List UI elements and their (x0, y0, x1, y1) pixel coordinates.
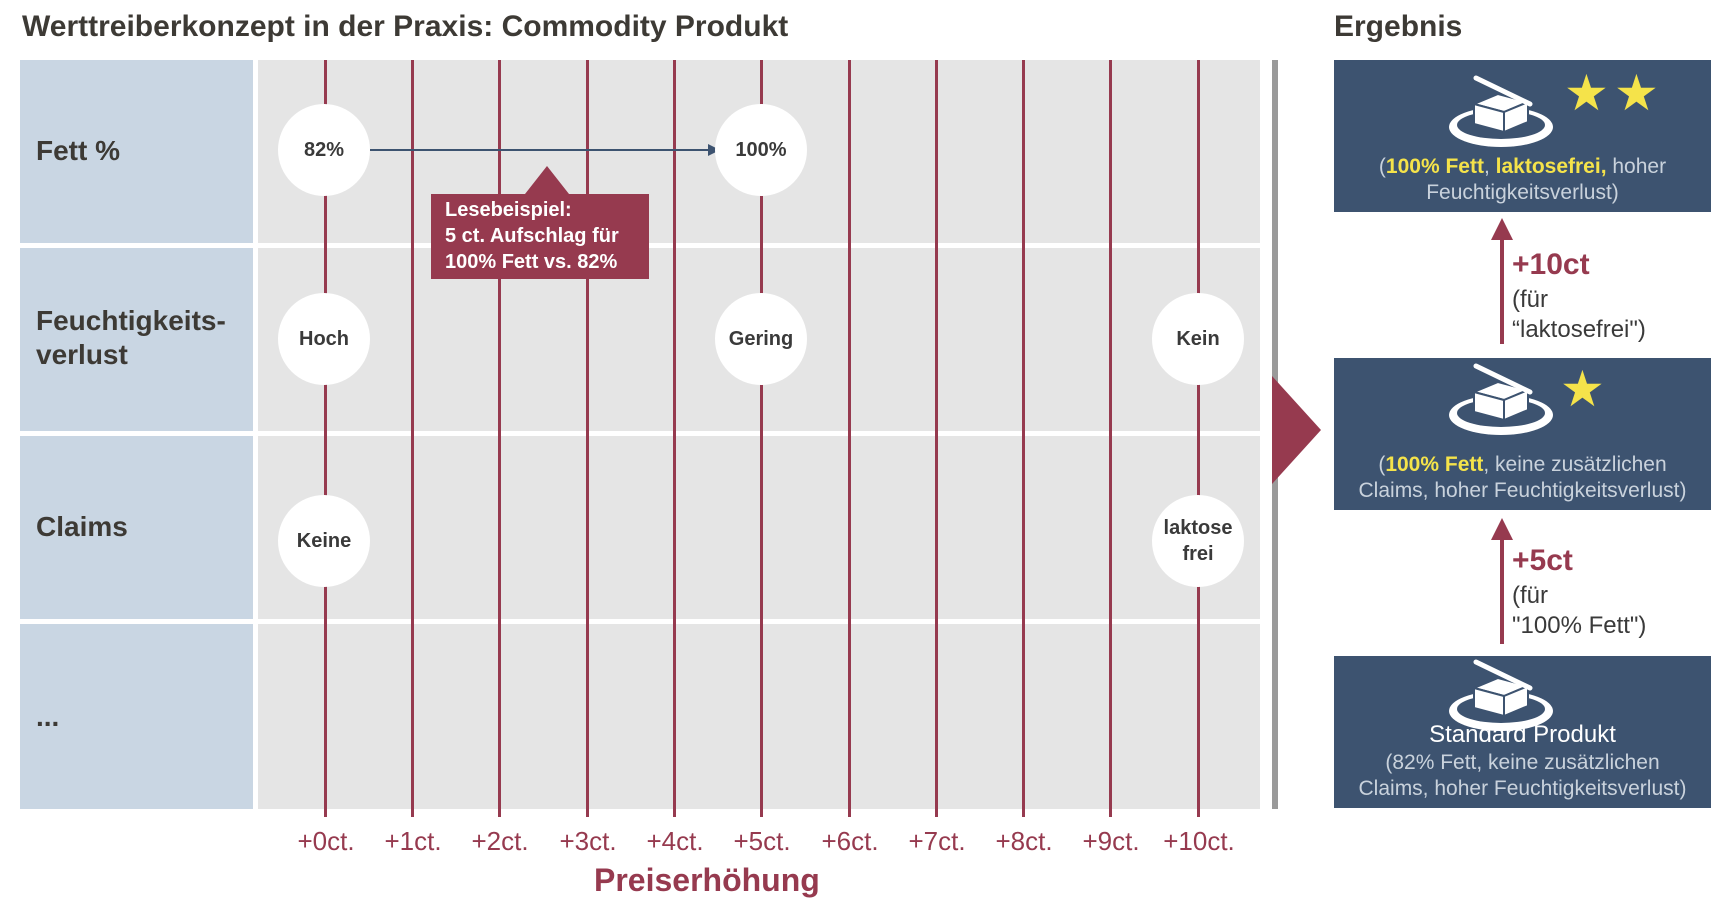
result-top-text: (100% Fett, laktosefrei, hoher Feuchtigk… (1334, 154, 1711, 206)
callout-box: Lesebeispiel: 5 ct. Aufschlag für 100% F… (431, 194, 649, 279)
node-feucht-gering: Gering (715, 293, 807, 385)
price-line-6 (848, 60, 851, 817)
callout-line2: 5 ct. Aufschlag für (445, 225, 619, 247)
result-middle-text: (100% Fett, keine zusätzlichen Claims, h… (1334, 452, 1711, 504)
butter-icon (1449, 659, 1553, 731)
row-label-text: Feuchtigkeits- verlust (36, 304, 226, 372)
result-box-top: ★ ★ (100% Fett, laktosefrei, hoher Feuch… (1334, 60, 1711, 212)
page-title: Werttreiberkonzept in der Praxis: Commod… (22, 10, 789, 43)
tick-label: +2ct. (471, 826, 529, 856)
tick-label: +7ct. (908, 826, 966, 856)
step-lower-note2: "100% Fett") (1512, 612, 1647, 639)
up-arrow-shaft (1500, 238, 1504, 344)
row-label-line1: Feuchtigkeits- (36, 305, 226, 336)
row-label-more: ... (20, 624, 253, 809)
tick-label: +5ct. (733, 826, 791, 856)
butter-icon (1449, 363, 1553, 435)
node-claims-keine: Keine (278, 495, 370, 587)
result-middle-line2: Claims, hoher Feuchtigkeitsverlust) (1358, 479, 1687, 502)
up-arrow-head (1491, 518, 1513, 540)
star-icon: ★ (1614, 65, 1659, 121)
row-label-fett: Fett % (20, 60, 253, 243)
price-line-3 (586, 60, 589, 817)
tick-label: +1ct. (384, 826, 442, 856)
result-top-hl1: 100% Fett (1385, 155, 1484, 178)
up-arrow-shaft (1500, 538, 1504, 644)
tick-label: +6ct. (821, 826, 879, 856)
step-upper-note: (für “laktosefrei") (1512, 285, 1646, 345)
result-box-bottom: Standard Produkt (82% Fett, keine zusätz… (1334, 656, 1711, 808)
node-fett-82: 82% (278, 104, 370, 196)
tick-label: +3ct. (559, 826, 617, 856)
tick-label: +4ct. (646, 826, 704, 856)
step-lower-value: +5ct (1512, 544, 1573, 577)
row-label-claims: Claims (20, 436, 253, 619)
price-line-7 (935, 60, 938, 817)
price-line-4 (673, 60, 676, 817)
step-upper-note1: (für (1512, 286, 1548, 313)
result-top-rest: hoher (1606, 155, 1667, 178)
node-feucht-hoch: Hoch (278, 293, 370, 385)
price-line-9 (1109, 60, 1112, 817)
tick-label: +0ct. (297, 826, 355, 856)
row-label-text: Claims (36, 511, 128, 542)
result-bottom-line2: Claims, hoher Feuchtigkeitsverlust) (1358, 777, 1687, 800)
price-line-8 (1022, 60, 1025, 817)
up-arrow-head (1491, 218, 1513, 240)
callout-line1: Lesebeispiel: (445, 199, 572, 221)
tick-label: +8ct. (995, 826, 1053, 856)
result-arrow (1272, 376, 1321, 484)
row-label-text: ... (36, 701, 60, 732)
node-feucht-kein: Kein (1152, 293, 1244, 385)
tick-label: +10ct. (1163, 826, 1235, 856)
node-line1: laktose (1163, 517, 1233, 539)
result-top-sep: , (1483, 155, 1496, 178)
result-title: Ergebnis (1334, 10, 1463, 43)
row-label-feuchtigkeit: Feuchtigkeits- verlust (20, 248, 253, 431)
result-top-hl2: laktosefrei, (1495, 155, 1607, 178)
result-top-open: ( (1378, 155, 1386, 178)
grid-row-more (258, 624, 1260, 809)
star-icon: ★ (1564, 65, 1609, 121)
price-line-1 (411, 60, 414, 817)
row-label-line2: verlust (36, 339, 128, 370)
step-lower-note: (für "100% Fett") (1512, 581, 1646, 641)
step-upper-value: +10ct (1512, 248, 1590, 281)
x-axis-label: Preiserhöhung (594, 862, 820, 898)
node-claims-laktosefrei: laktose frei (1152, 495, 1244, 587)
star-icon: ★ (1560, 361, 1605, 417)
butter-icon (1449, 75, 1553, 147)
node-line2: frei (1182, 543, 1214, 565)
fett-arrow (370, 144, 720, 156)
node-fett-100: 100% (715, 104, 807, 196)
price-line-0 (324, 60, 327, 817)
result-bottom-text: Standard Produkt (82% Fett, keine zusätz… (1334, 720, 1711, 802)
result-middle-open: ( (1378, 453, 1386, 476)
result-box-middle: ★ (100% Fett, keine zusätzlichen Claims,… (1334, 358, 1711, 510)
result-bottom-name: Standard Produkt (1429, 721, 1616, 748)
result-middle-hl1: 100% Fett (1385, 453, 1484, 476)
result-bottom-line1: (82% Fett, keine zusätzlichen (1385, 751, 1660, 774)
callout-pointer (525, 166, 569, 194)
grid-row-claims (258, 436, 1260, 619)
tick-label: +9ct. (1082, 826, 1140, 856)
row-label-text: Fett % (36, 135, 120, 166)
result-top-line2: Feuchtigkeitsverlust) (1426, 181, 1619, 204)
price-line-10 (1197, 60, 1200, 817)
price-line-5 (760, 60, 763, 817)
callout-line3: 100% Fett vs. 82% (445, 251, 618, 273)
step-lower-note1: (für (1512, 582, 1548, 609)
result-middle-rest: , keine zusätzlichen (1483, 453, 1667, 476)
step-upper-note2: “laktosefrei") (1512, 316, 1646, 343)
price-line-2 (498, 60, 501, 817)
